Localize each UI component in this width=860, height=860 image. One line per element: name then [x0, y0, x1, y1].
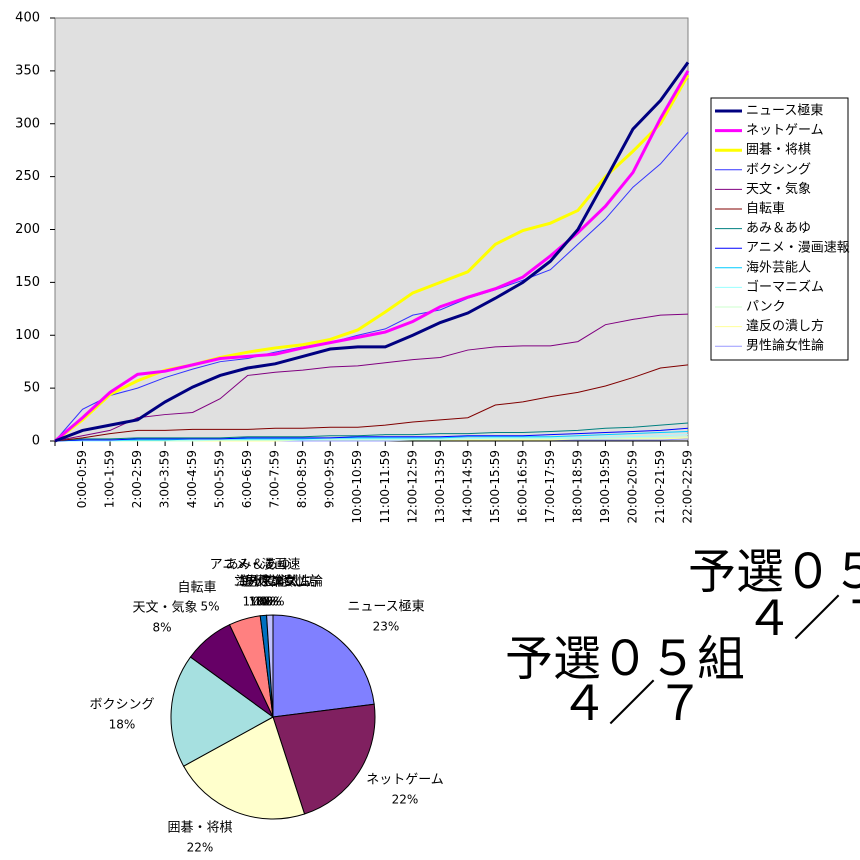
y-tick-label: 150 — [15, 275, 40, 290]
x-tick-label: 9:00-9:59 — [323, 450, 337, 508]
legend-label: 囲碁・将棋 — [746, 143, 811, 158]
x-tick-label: 16:00-16:59 — [515, 450, 529, 524]
x-tick-label: 1:00-1:59 — [103, 450, 117, 508]
pie-label: アニメ・漫画速 — [210, 558, 301, 573]
pie-label: 男性論女性論 — [245, 574, 323, 590]
pie-value-label: 1% — [242, 595, 261, 609]
legend-label: ネットゲーム — [746, 123, 824, 138]
series-line — [54, 61, 690, 443]
x-tick-label: 0:00-0:59 — [75, 450, 89, 508]
pie-slice — [272, 703, 376, 815]
pie-label: ボクシング — [89, 698, 154, 713]
legend-label: あみ＆あゆ — [746, 221, 811, 236]
pie-value-label: 0% — [259, 595, 278, 609]
legend-label: 海外芸能人 — [746, 259, 811, 275]
pie-label: 自転車 — [177, 581, 216, 596]
pie-value-label: 8% — [152, 621, 171, 635]
pie-slice — [272, 614, 375, 718]
series-line — [54, 422, 689, 442]
charts: 0 50 100 150 200 250 300 350 400 0:00-0:59 1:00-1:… — [15, 11, 850, 855]
banner-score: ４／７ — [745, 591, 860, 647]
series-line — [54, 70, 690, 443]
series-line — [55, 436, 689, 442]
series-line — [54, 131, 689, 442]
legend-label: ゴーマニズム — [746, 279, 824, 295]
y-tick-label: 250 — [15, 169, 40, 184]
pie-value-label: 0% — [262, 595, 281, 609]
x-tick-label: 10:00-10:59 — [350, 450, 364, 524]
pie-slice — [182, 716, 306, 820]
y-tick-label: 100 — [15, 328, 40, 343]
pie-slice — [170, 656, 274, 767]
x-tick-label: 7:00-7:59 — [268, 450, 282, 508]
legend-label: ボクシング — [746, 162, 811, 177]
y-tick-label: 0 — [32, 434, 40, 449]
pie-value-label: 0% — [256, 595, 275, 609]
series-line — [54, 364, 689, 442]
x-tick-label: 22:00-22:59 — [681, 450, 695, 524]
pie-value-label: 0% — [252, 595, 271, 609]
y-tick-label: 50 — [23, 381, 40, 396]
x-tick-label: 15:00-15:59 — [488, 450, 502, 524]
y-tick-label: 350 — [15, 63, 40, 78]
x-tick-label: 8:00-8:59 — [295, 450, 309, 508]
pie-label: 囲碁・将棋 — [167, 821, 232, 836]
pie-value-label: 18% — [109, 718, 136, 732]
x-tick-label: 4:00-4:59 — [185, 450, 199, 508]
x-tick-label: 11:00-11:59 — [378, 450, 392, 524]
legend-label: 違反の潰し方 — [746, 318, 824, 334]
pie-label: ゴーマニズム — [233, 574, 311, 590]
legend-label: アニメ・漫画速報 — [746, 241, 850, 256]
pie-label: ニュース極東 — [347, 599, 424, 615]
pie-label: パンク — [256, 575, 296, 590]
x-tick-label: 13:00-13:59 — [433, 450, 447, 524]
x-tick-label: 14:00-14:59 — [460, 450, 474, 524]
legend-label: 男性論女性論 — [746, 338, 824, 354]
legend-label: ニュース極東 — [746, 103, 823, 119]
banner-title: 予選０５組 — [688, 544, 860, 600]
pie-value-label: 22% — [392, 793, 419, 807]
banner-score: ４／７ — [560, 676, 704, 732]
series-line — [54, 430, 689, 442]
x-tick-label: 19:00-19:59 — [598, 450, 612, 524]
banner-title: 予選０５組 — [505, 631, 745, 687]
x-tick-label: 6:00-6:59 — [240, 450, 254, 508]
y-tick-label: 200 — [15, 222, 40, 237]
y-tick-label: 300 — [15, 116, 40, 131]
pie-value-label: 0% — [265, 595, 284, 609]
x-tick-label: 2:00-2:59 — [130, 450, 144, 508]
pie-value-label: 5% — [200, 600, 219, 614]
legend-label: 天文・気象 — [746, 181, 811, 197]
pie-label: 天文・気象 — [132, 600, 197, 616]
pie-label: 海外芸能人 — [235, 574, 300, 590]
pie-value-label: 22% — [187, 841, 214, 855]
y-tick-label: 400 — [15, 11, 40, 26]
x-tick-label: 21:00-21:59 — [653, 450, 667, 524]
x-tick-label: 20:00-20:59 — [625, 450, 639, 524]
x-tick-label: 12:00-12:59 — [405, 450, 419, 524]
pie-label: あみ＆あゆ — [225, 558, 290, 573]
pie-value-label: 1% — [248, 595, 267, 609]
legend-label: 自転車 — [746, 202, 785, 217]
x-tick-label: 18:00-18:59 — [570, 450, 584, 524]
pie-value-label: 23% — [373, 620, 400, 634]
x-tick-label: 3:00-3:59 — [158, 450, 172, 508]
series-line — [54, 427, 689, 442]
x-tick-label: 5:00-5:59 — [213, 450, 227, 508]
pie-label: 違反の潰し方 — [241, 574, 319, 590]
series-line — [54, 313, 689, 442]
x-tick-label: 17:00-17:59 — [543, 450, 557, 524]
pie-label: ネットゲーム — [366, 773, 444, 788]
legend-label: パンク — [746, 300, 786, 315]
